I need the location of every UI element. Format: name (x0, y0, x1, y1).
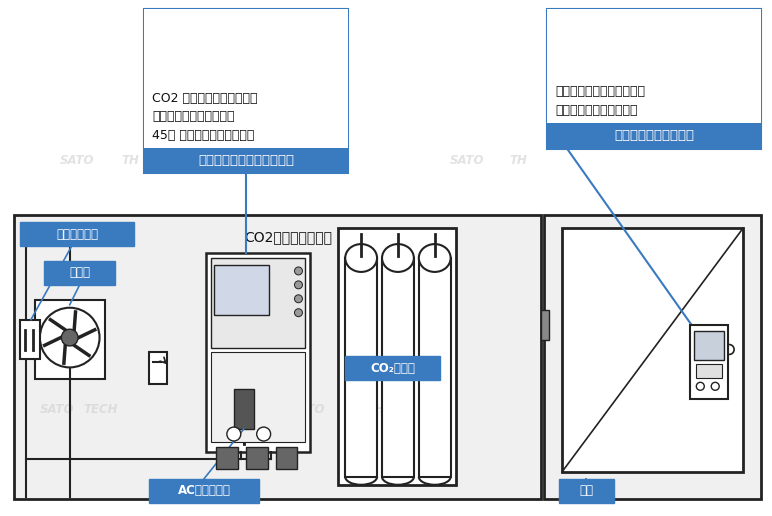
Bar (547, 9, 761, 149)
Circle shape (294, 267, 303, 275)
Text: センサーユニット（親機）: センサーユニット（親機） (198, 154, 294, 167)
Ellipse shape (345, 244, 377, 272)
Bar (214, 265, 269, 315)
Text: SATO: SATO (59, 154, 94, 167)
Circle shape (61, 329, 78, 346)
Bar (149, 479, 259, 503)
Bar (382, 258, 414, 477)
Text: ドア: ドア (580, 484, 594, 497)
Bar (206, 253, 310, 452)
Circle shape (724, 345, 734, 354)
Bar (216, 447, 238, 469)
Text: 換気扇用電源: 換気扇用電源 (56, 228, 98, 240)
Bar (211, 352, 306, 442)
Bar (44, 261, 116, 285)
Text: 換気扇: 換気扇 (69, 266, 90, 280)
Text: SATO: SATO (40, 402, 74, 416)
Bar (345, 357, 440, 380)
Bar (276, 447, 297, 469)
Bar (245, 447, 268, 469)
Bar (547, 9, 761, 123)
Circle shape (696, 382, 704, 390)
Text: CO₂ボンベ: CO₂ボンベ (370, 362, 415, 375)
Bar (35, 300, 104, 379)
Circle shape (711, 382, 720, 390)
Bar (211, 258, 306, 347)
Circle shape (294, 309, 303, 317)
Text: TECH: TECH (83, 402, 118, 416)
Bar (14, 215, 541, 498)
Circle shape (257, 427, 271, 441)
Bar (338, 228, 455, 485)
Text: SATO: SATO (449, 154, 484, 167)
Text: TH: TH (121, 154, 139, 167)
Circle shape (294, 281, 303, 289)
Bar (544, 215, 761, 498)
Ellipse shape (419, 244, 451, 272)
Bar (144, 9, 348, 173)
Bar (562, 228, 743, 472)
Bar (694, 331, 724, 361)
Bar (20, 320, 40, 360)
Circle shape (294, 295, 303, 303)
Bar (149, 352, 168, 384)
Text: TH: TH (510, 154, 527, 167)
Bar (419, 258, 451, 477)
Bar (144, 9, 348, 148)
Bar (541, 310, 549, 340)
Bar (690, 325, 728, 399)
Circle shape (40, 308, 100, 367)
Text: 部屋の外側、出入口付近の
見やすい高さに設置する: 部屋の外側、出入口付近の 見やすい高さに設置する (555, 85, 645, 117)
Text: 表示ユニット（子機）: 表示ユニット（子機） (614, 129, 694, 142)
Bar (345, 258, 377, 477)
Circle shape (227, 427, 241, 441)
Text: CO2 ボンベの流量弁や多岐
管などの付近で、床から
45㎝ 程度の高さに設置する: CO2 ボンベの流量弁や多岐 管などの付近で、床から 45㎝ 程度の高さに設置す… (152, 92, 258, 141)
Text: CO2モニタールーム: CO2モニタールーム (244, 230, 332, 244)
Text: SATO: SATO (290, 402, 325, 416)
Text: TECH: TECH (350, 402, 384, 416)
Ellipse shape (382, 244, 414, 272)
Bar (696, 364, 722, 378)
Bar (559, 479, 614, 503)
Bar (234, 389, 254, 429)
Text: ACアダプター: ACアダプター (178, 484, 230, 497)
Bar (20, 222, 134, 246)
